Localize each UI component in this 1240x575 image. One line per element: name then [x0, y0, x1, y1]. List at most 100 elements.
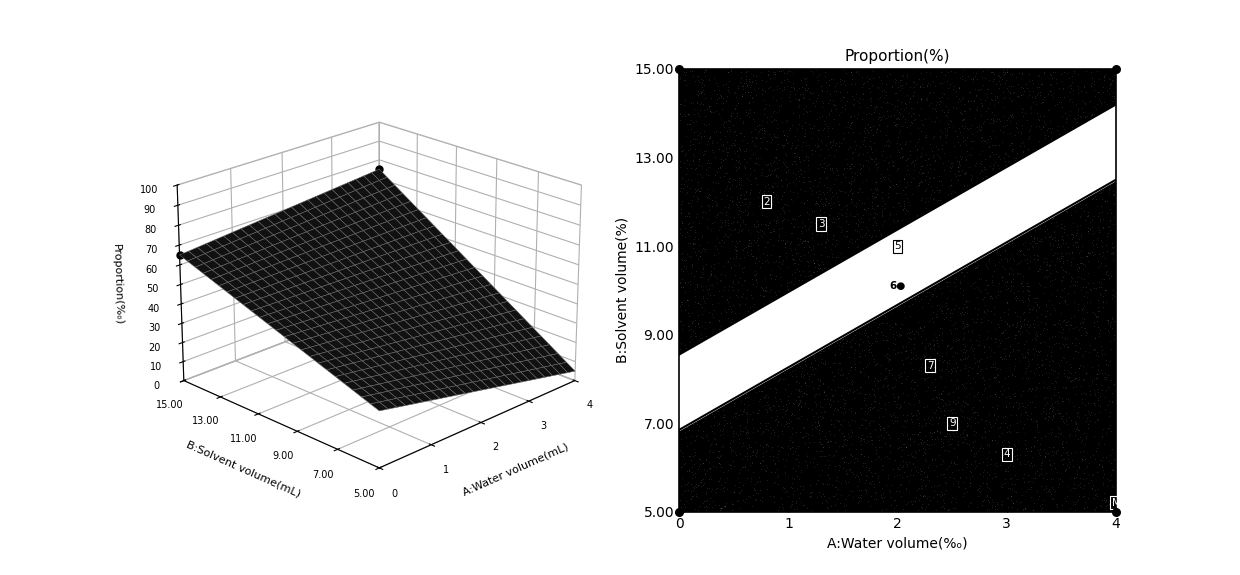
Point — [704, 250, 724, 259]
Point — [856, 176, 875, 185]
Point — [826, 163, 846, 172]
Point — [751, 219, 771, 228]
Point — [844, 100, 864, 109]
Point — [771, 194, 791, 204]
Point — [936, 464, 956, 473]
Point — [715, 305, 735, 315]
Point — [903, 299, 923, 308]
Point — [828, 477, 848, 486]
Point — [908, 317, 928, 327]
Point — [997, 256, 1017, 265]
Point — [853, 458, 873, 467]
Point — [699, 132, 719, 141]
Point — [1105, 296, 1125, 305]
Point — [904, 392, 924, 401]
Point — [823, 375, 843, 384]
Point — [901, 111, 921, 120]
Point — [1106, 503, 1126, 512]
Point — [924, 132, 944, 141]
Point — [760, 404, 780, 413]
Point — [1028, 239, 1048, 248]
Point — [1030, 408, 1050, 417]
Point — [734, 131, 754, 140]
Point — [997, 298, 1017, 307]
Point — [777, 201, 797, 210]
Point — [739, 200, 759, 209]
Point — [828, 369, 848, 378]
Point — [887, 486, 906, 496]
Point — [670, 344, 689, 354]
Point — [1014, 315, 1034, 324]
Point — [825, 198, 844, 208]
Point — [877, 451, 897, 460]
Point — [1061, 448, 1081, 458]
Point — [898, 338, 918, 347]
Point — [812, 112, 832, 121]
Point — [904, 78, 924, 87]
Point — [893, 152, 913, 162]
Point — [826, 145, 846, 155]
Point — [838, 477, 858, 486]
Point — [686, 186, 706, 196]
Point — [771, 175, 791, 185]
Point — [764, 258, 784, 267]
Point — [723, 217, 743, 227]
Point — [751, 283, 771, 292]
Point — [1095, 253, 1115, 262]
Point — [742, 502, 761, 511]
Point — [937, 420, 957, 430]
Point — [983, 266, 1003, 275]
Point — [773, 235, 792, 244]
Point — [785, 446, 805, 455]
Point — [1090, 96, 1110, 105]
Point — [1017, 259, 1037, 268]
Point — [1052, 332, 1071, 342]
Point — [733, 462, 753, 471]
Point — [717, 295, 737, 304]
Point — [718, 138, 738, 147]
Point — [950, 308, 970, 317]
Point — [903, 77, 923, 86]
Point — [753, 455, 773, 464]
Point — [1083, 240, 1102, 250]
Point — [1007, 397, 1027, 406]
Point — [998, 503, 1018, 512]
Point — [1055, 298, 1075, 307]
Point — [810, 189, 830, 198]
Point — [900, 312, 920, 321]
Point — [780, 502, 800, 511]
Point — [735, 144, 755, 154]
Point — [1073, 455, 1092, 465]
Point — [1060, 273, 1080, 282]
Point — [1069, 374, 1089, 383]
Point — [711, 275, 730, 285]
Point — [1090, 216, 1110, 225]
Point — [858, 331, 878, 340]
Point — [942, 467, 962, 477]
Point — [846, 67, 866, 76]
Point — [1101, 242, 1121, 251]
Point — [1024, 233, 1044, 243]
Point — [868, 405, 888, 415]
Point — [678, 109, 698, 118]
Point — [998, 87, 1018, 96]
Point — [1040, 269, 1060, 278]
Point — [733, 198, 753, 207]
Point — [952, 71, 972, 80]
Point — [1100, 83, 1120, 93]
Point — [1035, 413, 1055, 422]
Point — [1043, 92, 1063, 101]
Point — [720, 66, 740, 75]
Point — [1043, 400, 1063, 409]
Point — [852, 232, 872, 242]
Point — [677, 190, 697, 199]
Point — [926, 97, 946, 106]
Point — [1029, 264, 1049, 274]
Point — [955, 397, 975, 407]
Point — [724, 317, 744, 327]
Point — [962, 344, 982, 354]
Point — [688, 481, 708, 490]
Point — [973, 375, 993, 385]
Point — [699, 473, 719, 482]
Point — [773, 374, 792, 384]
